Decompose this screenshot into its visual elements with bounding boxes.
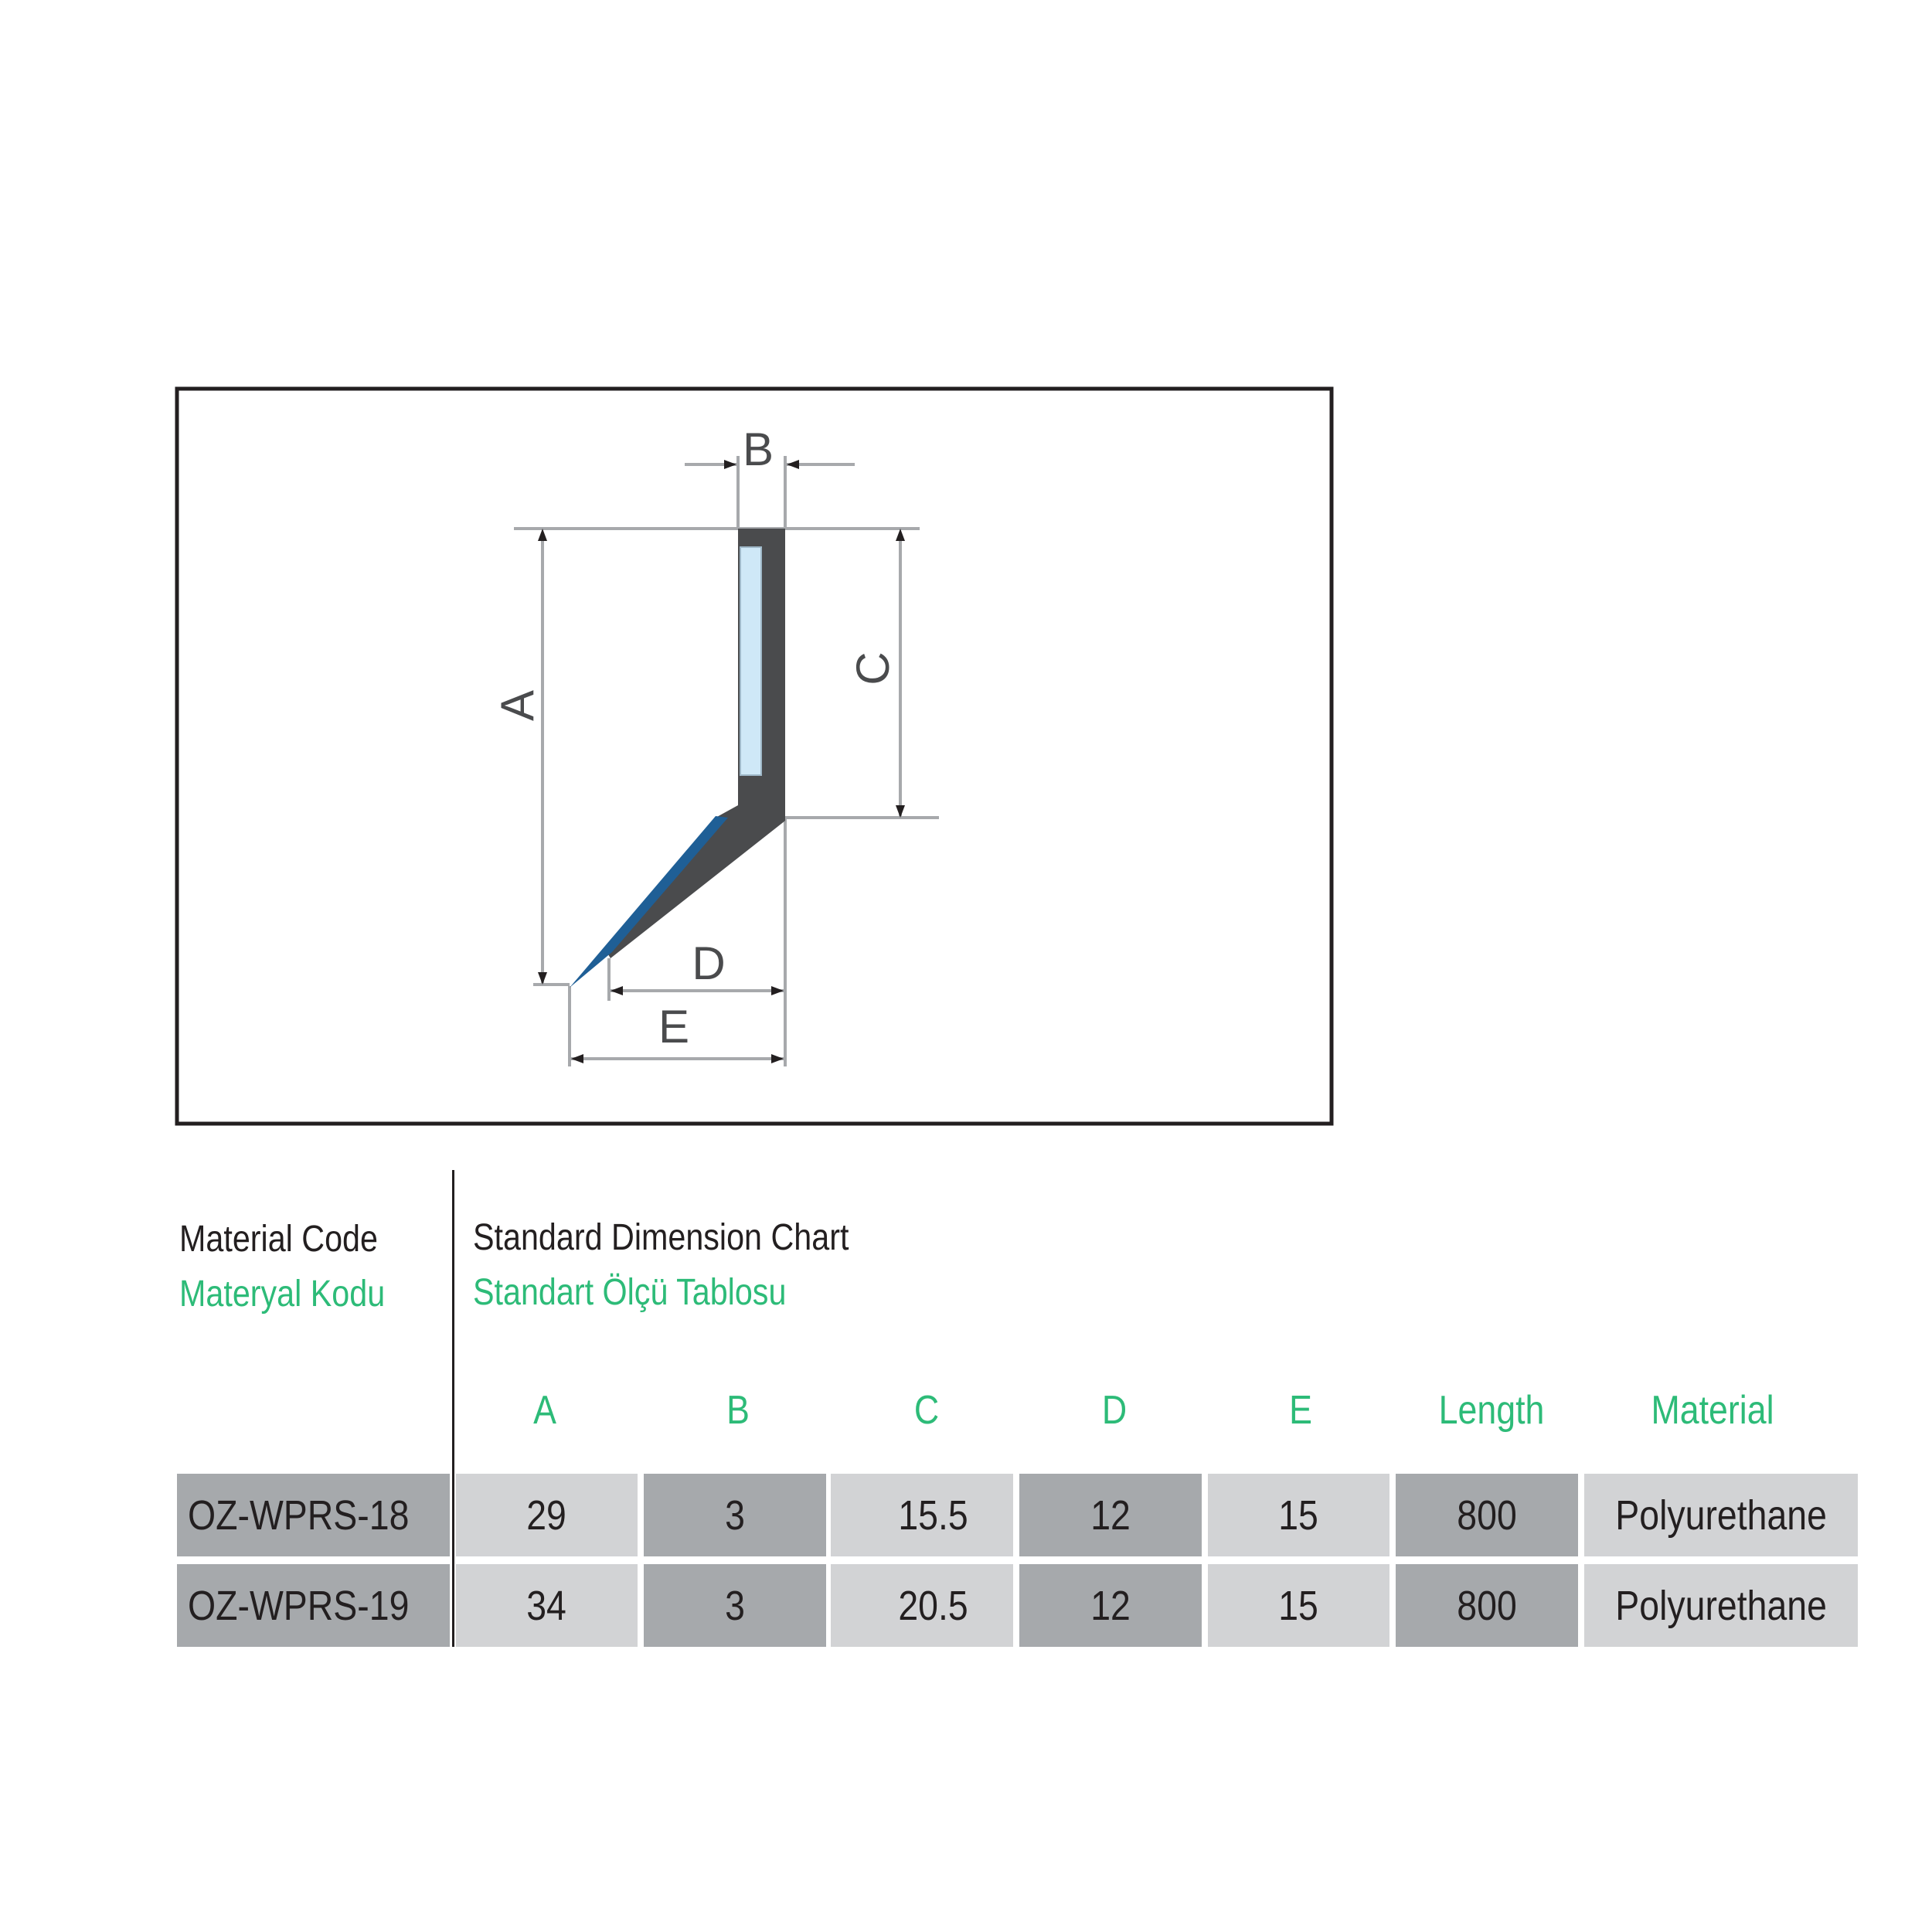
arrow-d-left [611, 986, 623, 995]
label-a: A [492, 690, 543, 721]
cell-a: 29 [456, 1474, 638, 1556]
cell-material: Polyurethane [1584, 1564, 1858, 1647]
arrow-e-left [571, 1054, 583, 1063]
cell-code: OZ-WPRS-19 [177, 1564, 450, 1647]
cell-b: 3 [644, 1564, 826, 1647]
material-code-heading-tr: Materyal Kodu [179, 1274, 386, 1315]
column-header-b: B [726, 1388, 750, 1433]
diagram-frame [175, 386, 1334, 1126]
arrow-b-left [724, 460, 736, 469]
arrow-a-bottom [538, 972, 547, 985]
material-code-heading: Material Code [179, 1219, 378, 1260]
column-header-e: E [1289, 1388, 1312, 1433]
profile-lip [570, 816, 728, 988]
cell-a: 34 [456, 1564, 638, 1647]
label-e: E [658, 1001, 689, 1053]
column-header-length: Length [1438, 1388, 1545, 1433]
cell-c: 20.5 [831, 1564, 1013, 1647]
column-header-material: Material [1651, 1388, 1774, 1433]
chart-title: Standard Dimension Chart [473, 1217, 849, 1258]
cell-length: 800 [1396, 1564, 1578, 1647]
arrow-d-right [771, 986, 784, 995]
cell-length: 800 [1396, 1474, 1578, 1556]
cell-material: Polyurethane [1584, 1474, 1858, 1556]
cell-d: 12 [1019, 1564, 1202, 1647]
label-c: C [847, 651, 899, 685]
chart-title-tr: Standart Ölçü Tablosu [473, 1272, 787, 1313]
arrow-c-bottom [896, 805, 905, 818]
label-b: B [743, 423, 774, 475]
cell-e: 15 [1208, 1564, 1389, 1647]
cell-b: 3 [644, 1474, 826, 1556]
label-d: D [692, 937, 725, 989]
cell-code: OZ-WPRS-18 [177, 1474, 450, 1556]
cell-c: 15.5 [831, 1474, 1013, 1556]
profile-insert [740, 546, 762, 776]
column-divider [452, 1170, 454, 1647]
column-header-c: C [913, 1388, 940, 1433]
arrow-a-top [538, 529, 547, 541]
arrow-e-right [771, 1054, 784, 1063]
arrow-c-top [896, 529, 905, 541]
cell-e: 15 [1208, 1474, 1389, 1556]
arrow-b-right [787, 460, 799, 469]
column-header-d: D [1101, 1388, 1128, 1433]
cell-d: 12 [1019, 1474, 1202, 1556]
column-header-a: A [533, 1388, 556, 1433]
